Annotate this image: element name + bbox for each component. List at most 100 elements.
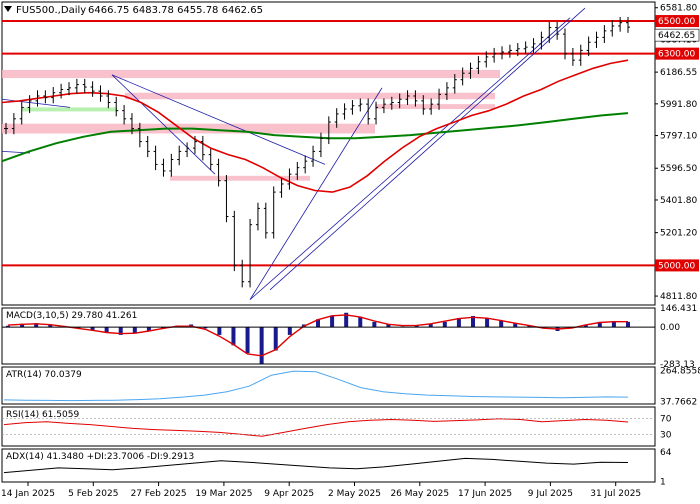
macd-histogram-bar: [414, 325, 419, 328]
trendline: [249, 17, 571, 300]
macd-histogram-bar: [231, 327, 236, 346]
atr-line-tick-label: 37.7662: [660, 398, 697, 408]
x-tick-label: 17 Jun 2025: [458, 489, 512, 499]
rsi-line-tick-label: 70: [660, 415, 672, 425]
macd-histogram-bar: [442, 321, 447, 328]
macd-histogram-bar: [513, 323, 518, 328]
macd-histogram-bar: [471, 316, 475, 328]
macd-histogram-bar: [372, 321, 377, 328]
price-tick-label: 5991.80: [660, 100, 697, 110]
macd-histogram-bar: [611, 321, 616, 328]
macd-histogram-bar: [583, 324, 588, 328]
level-label: 6500.00: [658, 17, 695, 27]
macd-histogram-bar: [456, 317, 461, 328]
macd-histogram-bar: [146, 327, 151, 332]
adx-line: [3, 457, 629, 474]
macd-histogram-bar: [428, 323, 433, 328]
macd-tick-label: 0.00: [660, 323, 680, 333]
x-tick-label: 5 Feb 2025: [68, 489, 118, 499]
price-tick-label: 5797.10: [660, 132, 697, 142]
macd-tick-label: -283.13: [660, 360, 695, 370]
adx-line-tick-label: 64: [660, 448, 672, 458]
macd-histogram-bar: [287, 327, 292, 335]
macd-histogram-bar: [90, 327, 95, 331]
rsi-line-tick-label: 30: [660, 430, 672, 440]
price-tick-label: 5401.80: [660, 196, 697, 206]
macd-histogram-bar: [20, 323, 25, 328]
adx-line-tick-label: 1: [660, 478, 666, 488]
current-price-label: 6462.65: [658, 31, 695, 41]
macd-histogram-bar: [273, 327, 278, 351]
x-tick-label: 27 Feb 2025: [131, 489, 187, 499]
macd-histogram-bar: [118, 327, 123, 335]
x-tick-label: 14 Jan 2025: [1, 489, 55, 499]
macd-histogram-bar: [626, 321, 630, 328]
macd-label: MACD(3,10,5) 29.780 41.261: [6, 311, 137, 321]
ma-fast-line: [1, 59, 629, 193]
trendline: [111, 74, 216, 175]
macd-histogram-bar: [485, 317, 490, 328]
level-label-box: [655, 47, 699, 60]
panel-frame-4: [1, 448, 656, 483]
macd-histogram-bar: [358, 316, 363, 328]
shaded-zone: [2, 69, 500, 79]
price-tick-label: 5596.50: [660, 164, 697, 174]
trendline: [111, 74, 326, 165]
shaded-zone: [170, 175, 310, 181]
macd-histogram-bar: [34, 323, 39, 328]
panel-frame-3: [1, 406, 656, 447]
x-tick-label: 2 May 2025: [328, 489, 381, 499]
macd-histogram-bar: [499, 320, 504, 328]
macd-signal-line: [7, 314, 628, 357]
macd-histogram-bar: [203, 327, 208, 329]
atr-line: [3, 370, 629, 402]
macd-histogram-bar: [104, 327, 109, 333]
panel-frame-0: [1, 1, 656, 306]
trendline: [1, 98, 71, 108]
macd-histogram-bar: [386, 324, 391, 328]
x-tick-label: 19 Mar 2025: [195, 489, 252, 499]
trendline: [269, 7, 586, 291]
macd-histogram-bar: [597, 321, 602, 328]
macd-histogram-bar: [344, 312, 349, 328]
atr-line-tick-label: 264.8558: [660, 366, 700, 376]
atr-line-label: ATR(14) 70.0379: [6, 370, 82, 380]
price-tick-label: 4811.80: [660, 292, 697, 302]
trendline: [249, 87, 383, 300]
macd-histogram-bar: [6, 325, 10, 328]
level-label-box: [655, 259, 699, 272]
level-label: 6300.00: [658, 50, 695, 60]
rsi-line: [3, 418, 629, 437]
panel-frame-2: [1, 366, 656, 405]
adx-line-label: ADX(14) 41.3480 +DI:23.7006 -DI:9.2913: [6, 452, 194, 462]
current-price-box: [654, 28, 700, 42]
ohlc-values: 6466.75 6483.78 6455.78 6462.65: [88, 5, 263, 16]
macd-histogram-bar: [245, 327, 250, 354]
price-tick-label: 6186.55: [660, 68, 697, 78]
level-label: 5000.00: [658, 261, 695, 271]
rsi-line-label: RSI(14) 61.5059: [6, 410, 79, 420]
price-tick-label: 5201.20: [660, 229, 697, 239]
macd-histogram-bar: [132, 327, 137, 334]
x-tick-label: 31 Jul 2025: [590, 489, 641, 499]
shaded-zone: [125, 92, 495, 100]
shaded-zone: [375, 104, 495, 110]
ma-slow-line: [1, 112, 629, 163]
level-label-box: [655, 15, 699, 28]
macd-histogram-bar: [316, 319, 320, 328]
macd-histogram-bar: [48, 324, 53, 328]
macd-histogram-bar: [527, 325, 532, 328]
macd-histogram-bar: [259, 327, 264, 364]
macd-histogram-bar: [330, 315, 335, 328]
symbol-label: FUS500.,Daily: [16, 5, 86, 16]
x-tick-label: 9 Apr 2025: [264, 489, 314, 499]
shaded-zone-green: [22, 107, 117, 112]
x-tick-label: 9 Jul 2025: [528, 489, 573, 499]
symbol-dropdown-icon: [4, 6, 12, 12]
panel-frame-1: [1, 307, 656, 365]
x-tick-label: 26 May 2025: [390, 489, 449, 499]
macd-histogram-bar: [217, 327, 222, 335]
macd-tick-label: 146.431: [660, 304, 697, 314]
